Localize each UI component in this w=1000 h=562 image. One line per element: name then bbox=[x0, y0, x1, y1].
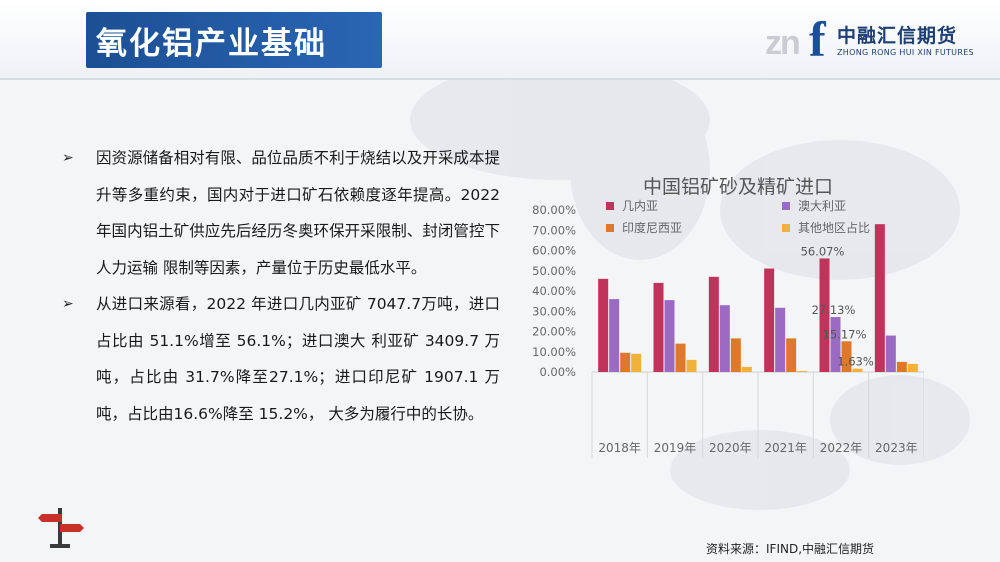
bar bbox=[609, 299, 620, 372]
y-tick-label: 40.00% bbox=[532, 284, 576, 298]
x-tick-label: 2021年 bbox=[764, 441, 807, 455]
bar bbox=[852, 368, 863, 372]
chart-title: 中国铝矿砂及精矿进口 bbox=[643, 176, 833, 198]
bar bbox=[620, 352, 631, 372]
y-tick-label: 80.00% bbox=[532, 203, 576, 217]
bullet-arrow-icon: ➢ bbox=[62, 150, 74, 166]
x-tick-label: 2018年 bbox=[598, 441, 641, 455]
logo-name-en: ZHONG RONG HUI XIN FUTURES bbox=[837, 48, 974, 57]
bar bbox=[786, 338, 797, 372]
data-label: 1.63% bbox=[837, 355, 874, 369]
legend-swatch bbox=[782, 202, 790, 210]
company-logo: zn f 中融汇信期货 ZHONG RONG HUI XIN FUTURES bbox=[765, 10, 990, 68]
bar bbox=[841, 341, 852, 372]
y-tick-label: 60.00% bbox=[532, 244, 576, 258]
y-tick-label: 20.00% bbox=[532, 325, 576, 339]
x-axis: 2018年 2019年 2020年 2021年 2022年 2023年 bbox=[591, 371, 924, 458]
x-tick-label: 2020年 bbox=[709, 441, 752, 455]
y-tick-label: 70.00% bbox=[532, 223, 576, 237]
data-label: 15.17% bbox=[823, 327, 867, 341]
bullet-item: ➢ 从进口来源看，2022 年进口几内亚矿 7047.7万吨，进口占比由 51.… bbox=[62, 286, 500, 432]
bar bbox=[819, 258, 830, 372]
bullet-text: 因资源储备相对有限、品位品质不利于烧结以及开采成本提升等多重约束，国内对于进口矿… bbox=[96, 149, 500, 277]
bar bbox=[741, 366, 752, 372]
y-tick-label: 50.00% bbox=[532, 264, 576, 278]
bar bbox=[874, 224, 885, 372]
bar bbox=[885, 335, 896, 372]
bar bbox=[730, 338, 741, 372]
bar bbox=[675, 343, 686, 372]
bar bbox=[907, 363, 918, 372]
x-tick-label: 2022年 bbox=[820, 441, 863, 455]
legend-label: 其他地区占比 bbox=[798, 220, 870, 235]
bar bbox=[797, 370, 808, 372]
legend-swatch bbox=[606, 224, 614, 232]
y-tick-label: 30.00% bbox=[532, 304, 576, 318]
bullet-item: ➢ 因资源储备相对有限、品位品质不利于烧结以及开采成本提升等多重约束，国内对于进… bbox=[62, 140, 500, 286]
bar bbox=[830, 317, 841, 372]
legend-label: 几内亚 bbox=[622, 199, 658, 213]
bar bbox=[653, 282, 664, 372]
y-tick-label: 10.00% bbox=[532, 345, 576, 359]
logo-name-cn: 中融汇信期货 bbox=[837, 25, 958, 47]
data-label: 27.13% bbox=[812, 303, 856, 317]
legend-swatch bbox=[606, 202, 614, 210]
bullet-arrow-icon: ➢ bbox=[62, 296, 74, 312]
legend-swatch bbox=[782, 224, 790, 232]
bar bbox=[775, 307, 786, 372]
page-title: 氧化铝产业基础 bbox=[96, 26, 327, 62]
bar-series bbox=[598, 224, 918, 372]
header-divider bbox=[0, 78, 1000, 80]
bar bbox=[686, 359, 697, 372]
legend-label: 澳大利亚 bbox=[798, 199, 846, 213]
logo-zn-mark: zn bbox=[765, 24, 801, 62]
x-tick-label: 2019年 bbox=[654, 441, 697, 455]
data-label: 56.07% bbox=[801, 244, 845, 258]
bar bbox=[764, 268, 775, 372]
data-source-note: 资料来源：IFIND,中融汇信期货 bbox=[706, 542, 875, 556]
logo-f-mark: f bbox=[809, 11, 826, 67]
x-tick-label: 2023年 bbox=[875, 441, 918, 455]
signpost-icon bbox=[38, 508, 84, 548]
title-background bbox=[86, 12, 382, 68]
y-axis: 0.00% 10.00% 20.00% 30.00% 40.00% 50.00% 60.00… bbox=[532, 203, 576, 379]
bar bbox=[708, 276, 719, 372]
bullet-list: ➢ 因资源储备相对有限、品位品质不利于烧结以及开采成本提升等多重约束，国内对于进… bbox=[62, 140, 500, 432]
legend-label: 印度尼西亚 bbox=[622, 220, 682, 235]
data-labels: 56.07% 27.13% 15.17% 1.63% bbox=[801, 244, 874, 368]
bar bbox=[631, 353, 642, 372]
bar bbox=[896, 361, 907, 372]
bar bbox=[719, 305, 730, 372]
bar bbox=[598, 278, 609, 372]
bar bbox=[664, 300, 675, 372]
bullet-text: 从进口来源看，2022 年进口几内亚矿 7047.7万吨，进口占比由 51.1%… bbox=[96, 295, 500, 423]
y-tick-label: 0.00% bbox=[539, 365, 576, 379]
